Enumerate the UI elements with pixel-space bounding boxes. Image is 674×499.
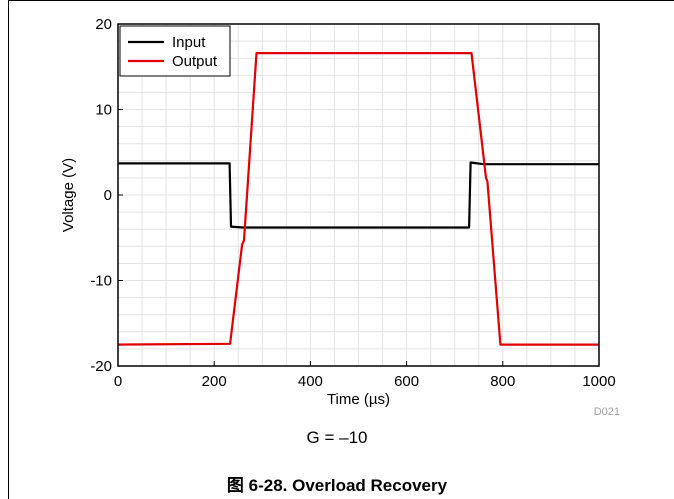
x-tick-label: 200: [202, 373, 227, 390]
figure-code-label: D021: [594, 406, 620, 418]
frame-left-border: [8, 0, 9, 499]
y-tick-label: -10: [90, 273, 112, 290]
x-tick-label: 600: [394, 373, 419, 390]
y-axis-label: Voltage (V): [60, 158, 77, 232]
legend-label-input: Input: [172, 34, 206, 51]
legend-label-output: Output: [172, 53, 218, 70]
x-tick-label: 1000: [582, 373, 615, 390]
series-layer: [117, 51, 599, 346]
ticks: 0 200 400 600 800 1000 -20 -10 0 10 20: [90, 16, 615, 390]
overload-recovery-chart: 0 200 400 600 800 1000 -20 -10 0 10 20 Input Output…: [60, 16, 620, 418]
x-tick-label: 800: [490, 373, 515, 390]
y-tick-label: 10: [95, 102, 112, 119]
x-tick-label: 400: [298, 373, 323, 390]
series-line-input: [118, 161, 599, 229]
x-tick-label: 0: [114, 373, 122, 390]
series-line-output: [117, 51, 599, 346]
legend: Input Output: [119, 25, 231, 77]
legend-box: [119, 25, 231, 77]
figure-caption: 图 6-28. Overload Recovery: [226, 476, 448, 495]
frame-top-border: [8, 0, 674, 1]
gain-note: G = –10: [306, 428, 368, 447]
y-tick-label: 20: [95, 16, 112, 33]
x-axis-label: Time (µs): [327, 391, 390, 408]
y-tick-label: -20: [90, 358, 112, 375]
y-tick-label: 0: [104, 187, 112, 204]
